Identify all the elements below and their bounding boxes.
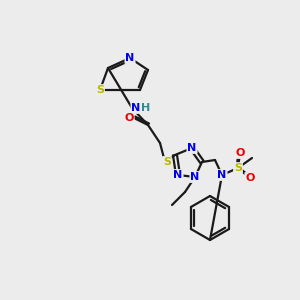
Text: S: S <box>96 85 104 95</box>
Text: S: S <box>234 163 242 173</box>
Text: N: N <box>218 170 226 180</box>
Text: O: O <box>245 173 255 183</box>
Text: O: O <box>235 148 245 158</box>
Text: N: N <box>131 103 141 113</box>
Text: N: N <box>188 143 196 153</box>
Text: S: S <box>163 157 171 167</box>
Text: N: N <box>173 170 183 180</box>
Text: O: O <box>124 113 134 123</box>
Text: N: N <box>125 53 135 63</box>
Text: N: N <box>190 172 200 182</box>
Text: H: H <box>141 103 151 113</box>
